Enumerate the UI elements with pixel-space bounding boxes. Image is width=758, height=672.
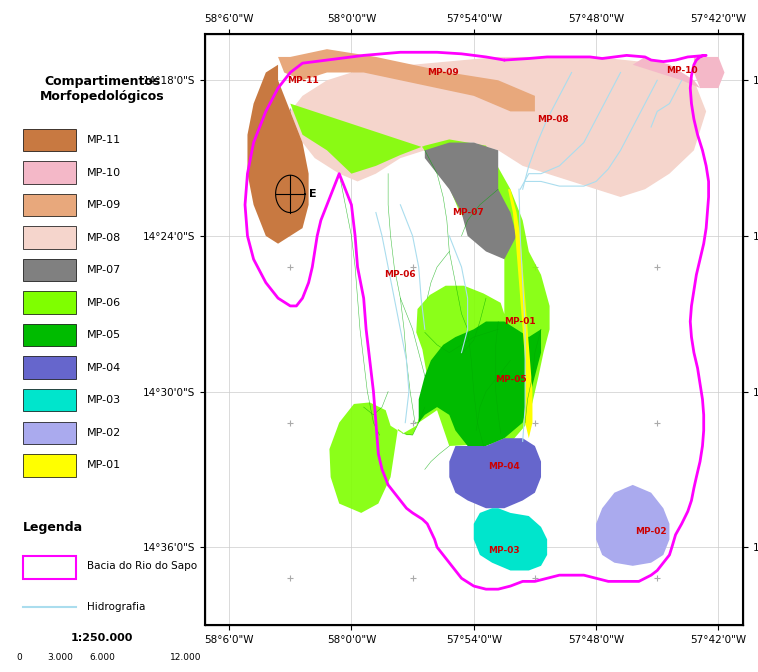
Bar — [23, 129, 76, 151]
Polygon shape — [418, 321, 541, 446]
Polygon shape — [278, 49, 535, 112]
Text: MP-10: MP-10 — [87, 167, 121, 177]
Bar — [23, 259, 76, 282]
Text: MP-05: MP-05 — [87, 330, 121, 340]
Text: MP-03: MP-03 — [87, 395, 121, 405]
Bar — [23, 292, 76, 314]
Text: 1:250.000: 1:250.000 — [71, 633, 133, 642]
Polygon shape — [290, 57, 706, 197]
Bar — [23, 389, 76, 411]
Text: MP-01: MP-01 — [504, 317, 536, 326]
Text: 3.000: 3.000 — [48, 653, 74, 662]
Text: MP-05: MP-05 — [495, 374, 526, 384]
Text: MP-03: MP-03 — [488, 546, 520, 555]
Polygon shape — [247, 65, 309, 244]
Bar — [23, 324, 76, 347]
Bar — [23, 161, 76, 184]
Bar — [23, 556, 76, 579]
Bar — [61, 669, 102, 672]
Bar — [23, 454, 76, 476]
Polygon shape — [449, 438, 541, 508]
Text: MP-11: MP-11 — [87, 135, 121, 145]
Text: MP-10: MP-10 — [666, 67, 697, 75]
Text: MP-07: MP-07 — [452, 208, 484, 217]
Text: Legenda: Legenda — [23, 521, 83, 534]
Text: E: E — [309, 189, 316, 199]
Text: W: W — [260, 189, 272, 199]
Text: MP-06: MP-06 — [384, 270, 416, 280]
Bar — [144, 669, 186, 672]
Polygon shape — [508, 190, 532, 438]
Text: MP-09: MP-09 — [87, 200, 121, 210]
Text: MP-06: MP-06 — [87, 298, 121, 308]
Text: 12.000: 12.000 — [170, 653, 202, 662]
Polygon shape — [596, 485, 669, 566]
Text: MP-02: MP-02 — [87, 428, 121, 437]
Bar — [19, 652, 186, 672]
Polygon shape — [424, 142, 516, 259]
Bar — [23, 194, 76, 216]
Text: MP-04: MP-04 — [87, 363, 121, 373]
Text: S: S — [287, 216, 294, 226]
Text: Bacia do Rio do Sapo: Bacia do Rio do Sapo — [87, 561, 197, 571]
Text: 6.000: 6.000 — [89, 653, 115, 662]
Polygon shape — [474, 508, 547, 571]
Bar — [23, 421, 76, 444]
Polygon shape — [694, 57, 725, 88]
Text: Compartimentos
Morfopedológicos: Compartimentos Morfopedológicos — [40, 75, 164, 103]
Text: MP-08: MP-08 — [537, 115, 569, 124]
Bar — [19, 669, 61, 672]
Text: MP-01: MP-01 — [87, 460, 121, 470]
Text: N: N — [286, 161, 295, 171]
Text: MP-11: MP-11 — [287, 76, 318, 85]
Text: MP-09: MP-09 — [428, 68, 459, 77]
Text: MP-02: MP-02 — [635, 527, 667, 536]
Bar — [102, 669, 144, 672]
Bar — [23, 226, 76, 249]
Text: Hidrografia: Hidrografia — [87, 602, 146, 612]
Text: 0: 0 — [16, 653, 22, 662]
Polygon shape — [633, 57, 700, 88]
Text: MP-08: MP-08 — [87, 233, 121, 243]
Bar — [23, 356, 76, 379]
Text: MP-07: MP-07 — [87, 265, 121, 275]
Polygon shape — [290, 103, 550, 513]
Text: MP-04: MP-04 — [488, 462, 520, 470]
